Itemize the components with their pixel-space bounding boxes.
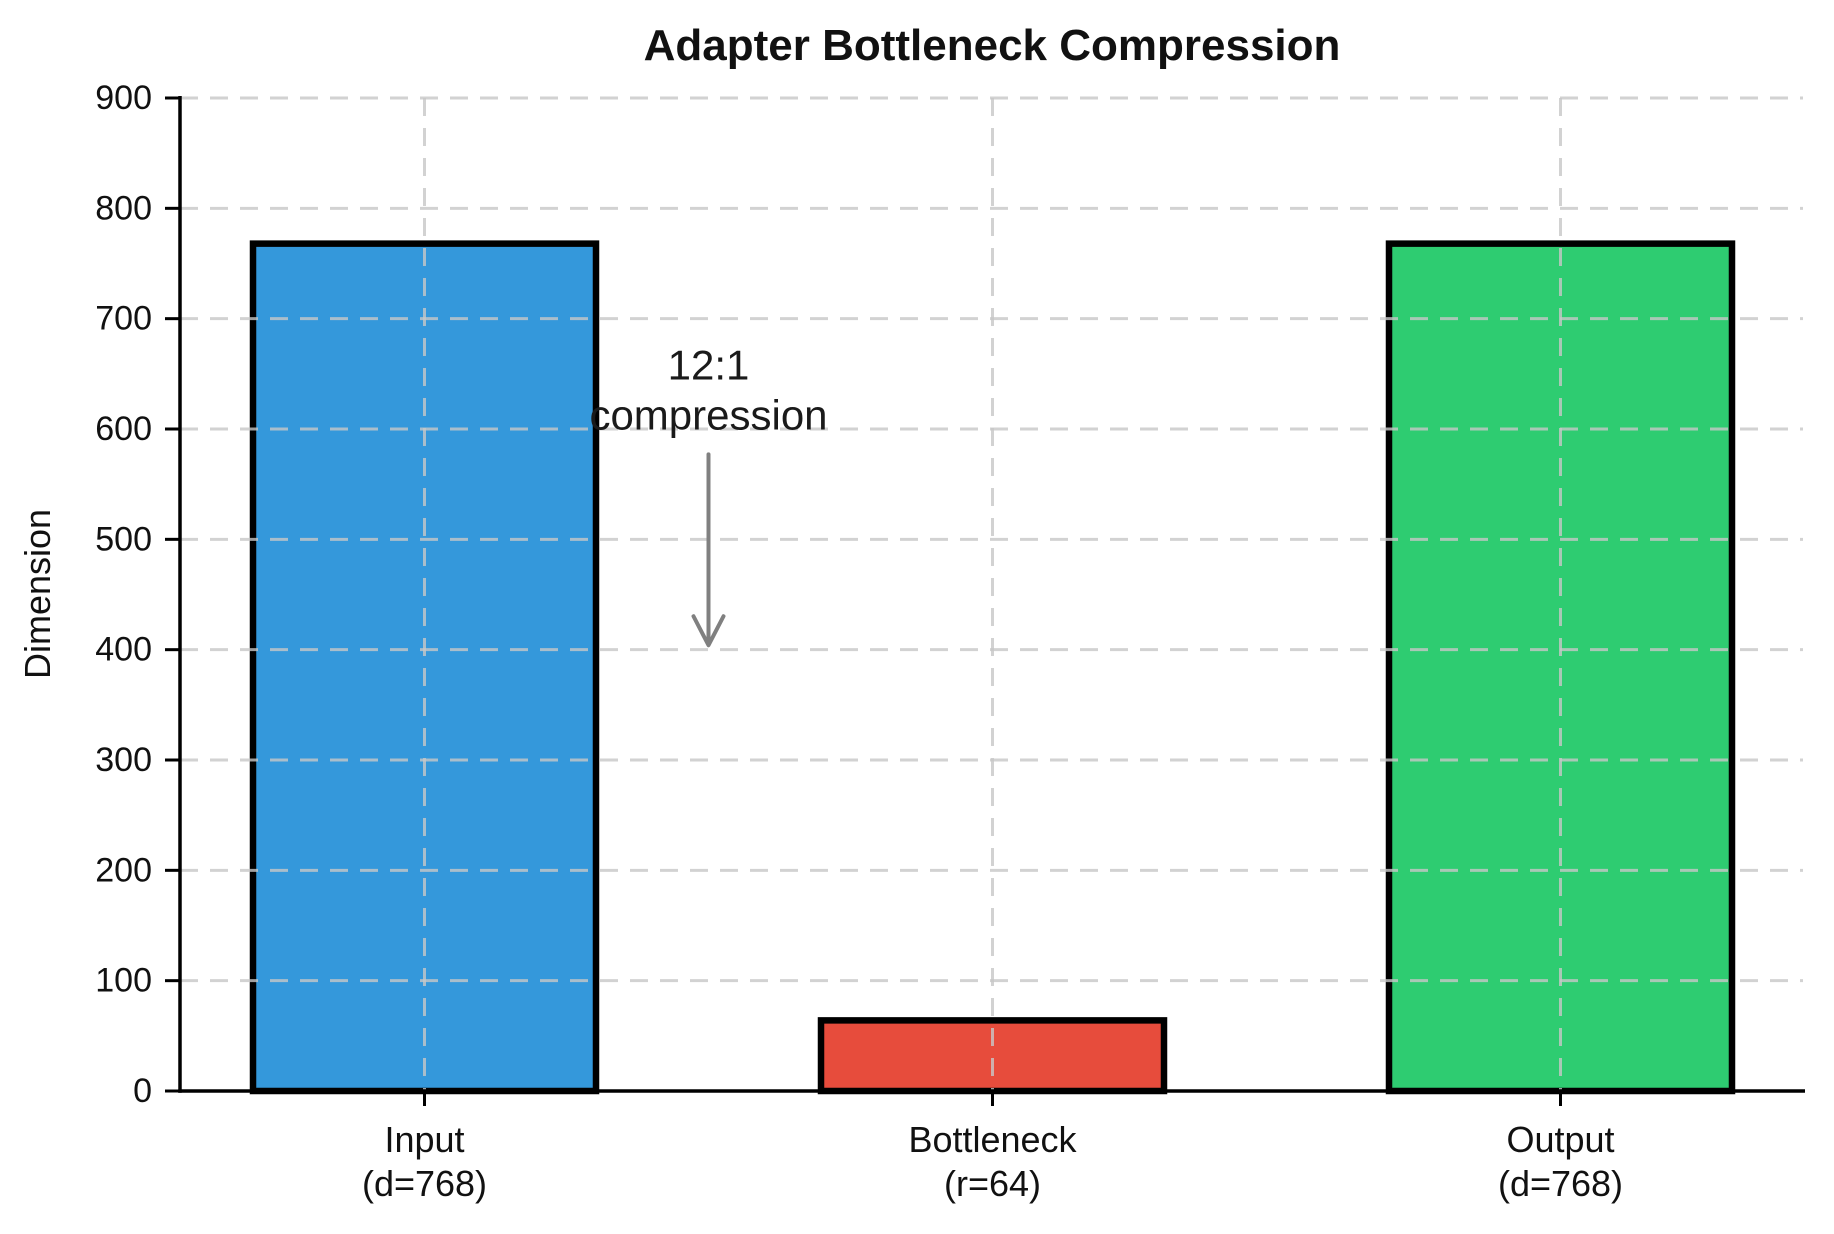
y-tick-label-500: 500: [95, 520, 152, 558]
y-tick-label-700: 700: [95, 300, 152, 338]
chart-title: Adapter Bottleneck Compression: [644, 21, 1341, 70]
annotation-text-line-1: 12:1: [668, 341, 750, 388]
y-tick-label-600: 600: [95, 410, 152, 448]
y-tick-label-300: 300: [95, 741, 152, 779]
y-tick-label-900: 900: [95, 79, 152, 117]
gridlines: [180, 96, 1803, 1091]
y-tick-label-800: 800: [95, 189, 152, 227]
y-tick-label-100: 100: [95, 962, 152, 1000]
x-tick-label-output: Output: [1506, 1119, 1614, 1160]
y-tick-label-400: 400: [95, 631, 152, 669]
axes: [165, 96, 1805, 1106]
y-axis-label: Dimension: [17, 509, 58, 679]
arrow-head: [691, 614, 726, 648]
annotation: 12:1 compression: [589, 341, 828, 648]
x-tick-label-input: Input: [384, 1119, 464, 1160]
annotation-arrow-down-icon: [691, 452, 726, 648]
annotation-text-line-2: compression: [589, 391, 827, 438]
tick-labels: 0100200300400500600700800900Input(d=768)…: [95, 79, 1623, 1204]
y-tick-label-200: 200: [95, 851, 152, 889]
x-tick-sublabel-bottleneck: (r=64): [944, 1163, 1041, 1204]
x-tick-sublabel-output: (d=768): [1498, 1163, 1623, 1204]
y-tick-label-0: 0: [133, 1072, 152, 1110]
x-tick-sublabel-input: (d=768): [362, 1163, 487, 1204]
x-tick-label-bottleneck: Bottleneck: [908, 1119, 1077, 1160]
